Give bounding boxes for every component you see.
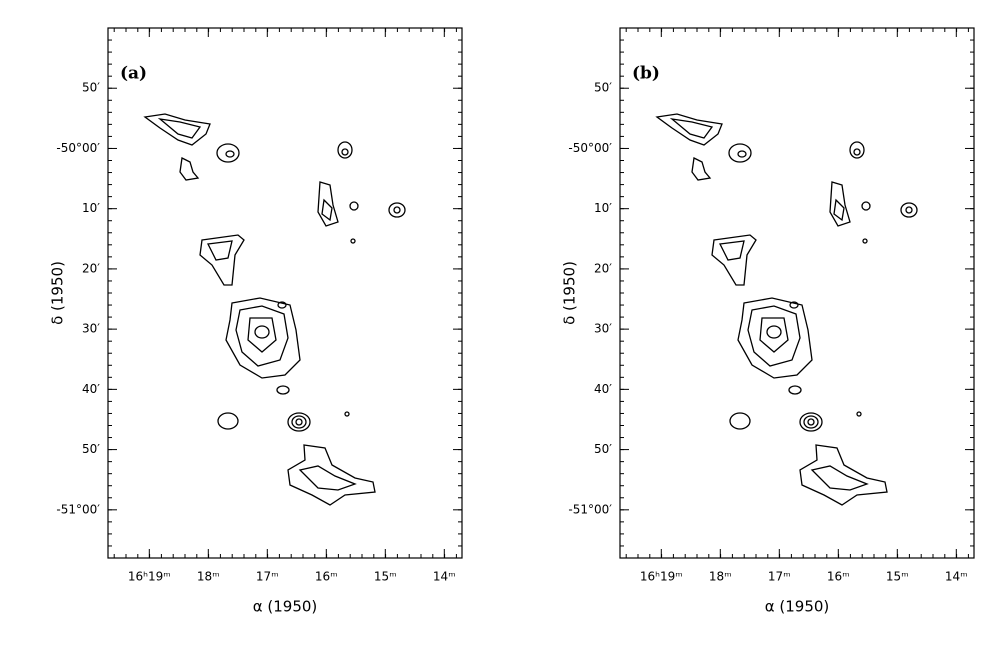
y-tick-label: -51°00′ xyxy=(568,502,612,516)
x-axis-title: α (1950) xyxy=(253,598,318,616)
x-tick-label: 18ᵐ xyxy=(709,570,732,584)
x-tick-label: 17ᵐ xyxy=(256,570,279,584)
y-tick-label: 30′ xyxy=(594,322,612,336)
y-tick-label: -51°00′ xyxy=(56,502,100,516)
x-tick-label: 16ᵐ xyxy=(827,570,850,584)
x-tick-label: 17ᵐ xyxy=(768,570,791,584)
y-tick-label: 50′ xyxy=(594,81,612,95)
y-axis-title: δ (1950) xyxy=(561,261,579,325)
x-tick-label: 15ᵐ xyxy=(886,570,909,584)
x-tick-label: 16ᵐ xyxy=(315,570,338,584)
y-tick-label: 30′ xyxy=(82,322,100,336)
y-tick-label: 50′ xyxy=(82,442,100,456)
y-tick-label: 20′ xyxy=(594,261,612,275)
y-tick-label: 40′ xyxy=(594,382,612,396)
y-tick-label: 10′ xyxy=(594,201,612,215)
panel-label: (b) xyxy=(632,64,660,84)
x-tick-label: 15ᵐ xyxy=(374,570,397,584)
y-tick-label: 50′ xyxy=(82,81,100,95)
x-tick-label: 14ᵐ xyxy=(945,570,968,584)
y-tick-label: -50°00′ xyxy=(568,141,612,155)
y-tick-label: 20′ xyxy=(82,261,100,275)
y-tick-label: 50′ xyxy=(594,442,612,456)
contours-a xyxy=(144,113,406,506)
y-axis-title: δ (1950) xyxy=(49,261,67,325)
y-tick-label: 10′ xyxy=(82,201,100,215)
contours-b xyxy=(656,113,918,506)
y-tick-label: 40′ xyxy=(82,382,100,396)
x-axis-title: α (1950) xyxy=(765,598,830,616)
panel-label: (a) xyxy=(120,64,147,84)
x-tick-label: 16ʰ19ᵐ xyxy=(640,570,683,584)
x-tick-label: 16ʰ19ᵐ xyxy=(128,570,171,584)
y-tick-label: -50°00′ xyxy=(56,141,100,155)
x-tick-label: 14ᵐ xyxy=(433,570,456,584)
x-tick-label: 18ᵐ xyxy=(197,570,220,584)
plot-frame xyxy=(619,27,975,559)
plot-frame xyxy=(107,27,463,559)
